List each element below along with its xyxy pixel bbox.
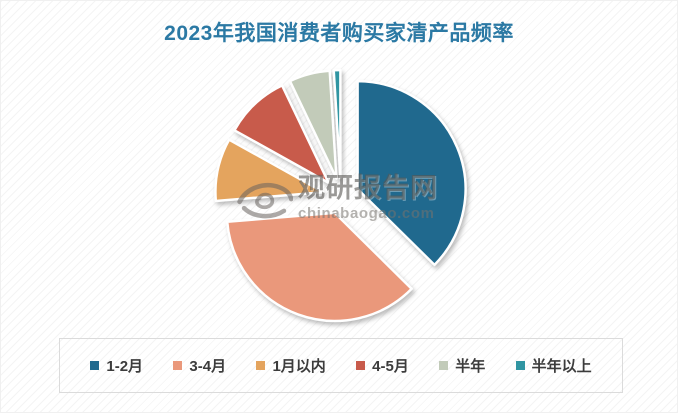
pie-slice-半年以上	[332, 68, 342, 180]
legend-swatch	[515, 361, 525, 370]
chart-title: 2023年我国消费者购买家清产品频率	[164, 22, 514, 45]
legend-label: 4-5月	[372, 358, 409, 375]
legend-item-半年: 半年	[439, 355, 485, 376]
legend-label: 半年	[455, 358, 486, 375]
legend: 1-2月 3-4月 1月以内 4-5月 半年 半年以上	[59, 338, 623, 393]
legend-item-3-4月: 3-4月	[173, 355, 226, 376]
pie-slice-3-4月	[225, 211, 413, 323]
pie-slice-4-5月	[233, 84, 330, 185]
pie-slice-半年	[288, 69, 338, 180]
legend-swatch	[256, 361, 266, 370]
legend-swatch	[90, 361, 100, 370]
legend-swatch	[356, 361, 366, 370]
pie-slice-1-2月	[356, 79, 467, 267]
legend-item-4-5月: 4-5月	[356, 355, 409, 376]
legend-label: 半年以上	[531, 358, 592, 375]
legend-swatch	[439, 361, 449, 370]
legend-label: 1月以内	[272, 358, 326, 375]
legend-item-半年以上: 半年以上	[515, 355, 592, 376]
legend-label: 1-2月	[106, 358, 144, 375]
legend-item-1月以内: 1月以内	[256, 355, 326, 376]
legend-item-1-2月: 1-2月	[90, 355, 143, 376]
legend-swatch	[173, 361, 183, 370]
legend-label: 3-4月	[189, 358, 227, 375]
